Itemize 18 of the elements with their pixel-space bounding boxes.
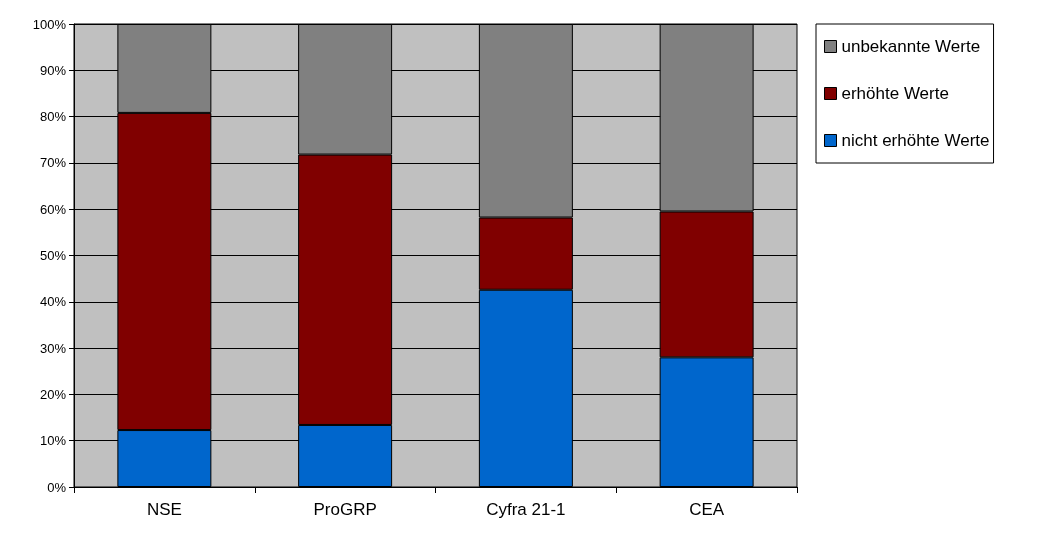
x-tick-label: Cyfra 21-1 (486, 500, 566, 519)
y-tick-label: 60% (39, 201, 67, 217)
legend-label: nicht erhöhte Werte (841, 131, 990, 150)
y-tick-label: 100% (32, 16, 67, 32)
x-tick-label: CEA (689, 500, 725, 519)
y-tick-label: 40% (39, 294, 67, 310)
y-tick-label: 0% (47, 479, 67, 495)
y-tick-label: 30% (39, 340, 67, 356)
legend-label: unbekannte Werte (841, 37, 981, 56)
y-tick-label: 80% (39, 109, 67, 125)
y-tick-label: 10% (39, 433, 67, 449)
y-tick-label: 90% (39, 62, 67, 78)
y-tick-label: 70% (39, 155, 67, 171)
legend-label: erhöhte Werte (841, 84, 949, 103)
y-tick-label: 20% (39, 386, 67, 402)
x-tick-label: NSE (146, 500, 182, 519)
x-tick-label: ProGRP (313, 500, 377, 519)
y-tick-label: 50% (39, 248, 67, 263)
